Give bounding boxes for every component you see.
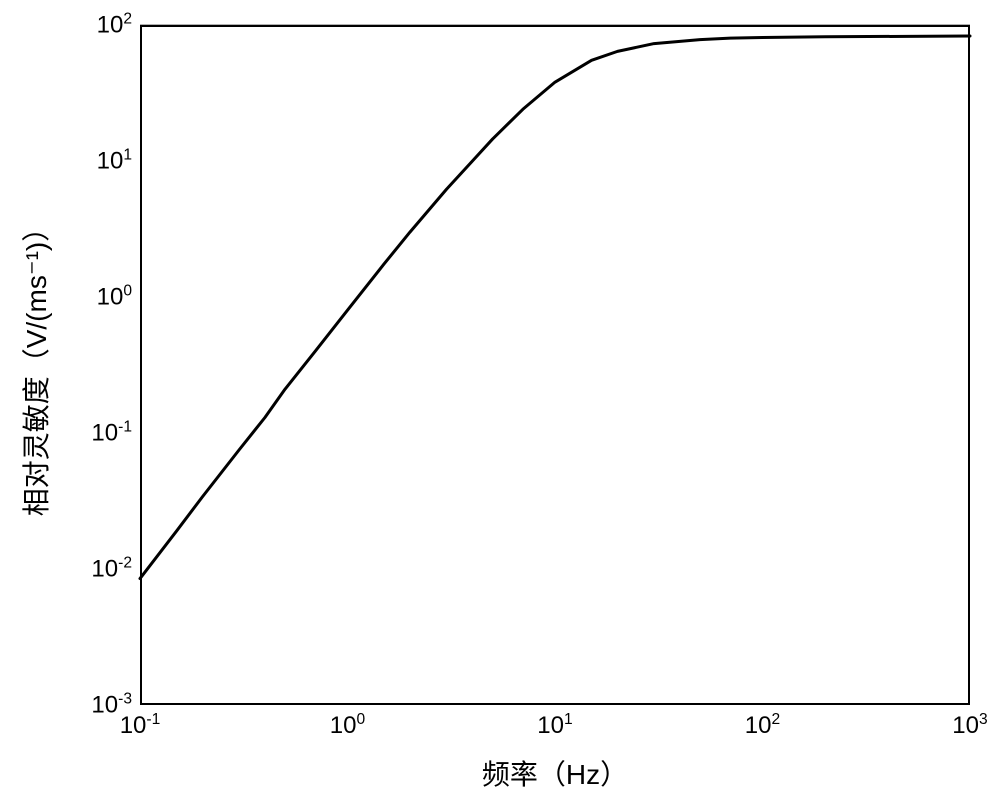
series-sensitivity [140,36,970,579]
sensitivity-chart: 频率（Hz） 相对灵敏度（V/(ms⁻¹)） 10-11001011021031… [0,0,1000,807]
data-series-svg [0,0,1000,807]
